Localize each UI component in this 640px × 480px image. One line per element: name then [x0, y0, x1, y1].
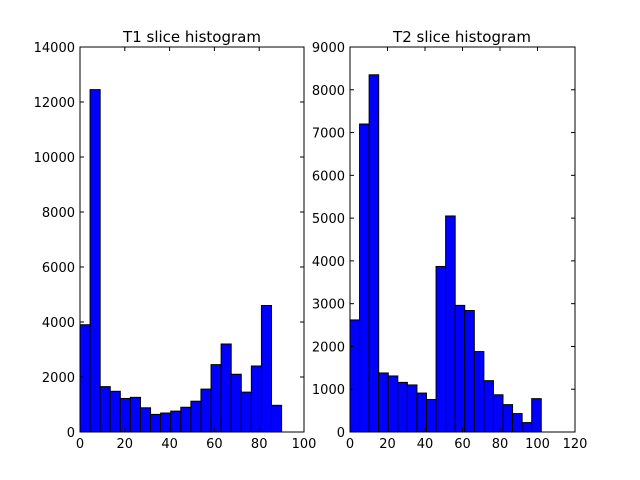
t1-bar-5 — [129, 396, 141, 433]
t1-axes-frame — [79, 46, 305, 433]
t2-xtick-label-6: 120 — [563, 437, 588, 452]
t2-bar-7 — [416, 392, 427, 433]
t1-chart-title: T1 slice histogram — [122, 28, 261, 46]
t2-ticks: 0 20 40 60 80 100 120 0 1000 2000 3000 4000 5000 6000… — [312, 41, 588, 452]
t1-histogram-panel: T1 slice histogram 0 20 40 60 80 100 0 2000 4000… — [34, 28, 317, 452]
t1-ytick-label-7: 14000 — [34, 41, 75, 56]
t2-bar-12 — [464, 310, 475, 433]
t1-ytick-label-1: 2000 — [42, 371, 75, 386]
t1-ticks: 0 20 40 60 80 100 0 2000 4000 6000 8000 10000 12000 1… — [34, 41, 317, 452]
t2-bar-17 — [512, 413, 523, 433]
t1-xtick-label-2: 40 — [161, 437, 178, 452]
t2-bar-14 — [483, 380, 494, 433]
t2-xtick-label-3: 60 — [454, 437, 471, 452]
t1-bar-4 — [119, 397, 131, 433]
t1-bar-13 — [210, 364, 222, 433]
t1-bar-3 — [109, 390, 121, 433]
t2-xtick-label-5: 100 — [525, 437, 550, 452]
t1-bar-16 — [240, 391, 252, 433]
t1-bar-10 — [180, 406, 192, 433]
t2-bar-13 — [473, 351, 485, 433]
t1-bar-18 — [260, 305, 273, 433]
t1-xtick-label-0: 0 — [76, 437, 84, 452]
t1-bar-11 — [190, 400, 202, 433]
t2-bar-19 — [531, 398, 542, 433]
t1-ytick-label-3: 6000 — [42, 261, 75, 276]
t2-xtick-label-0: 0 — [346, 437, 354, 452]
t1-ytick-label-6: 12000 — [34, 96, 75, 111]
t2-ytick-label-7: 7000 — [312, 127, 345, 142]
t1-xtick-label-4: 80 — [251, 437, 268, 452]
t1-bar-2 — [99, 386, 111, 433]
t2-ytick-label-4: 4000 — [312, 255, 345, 270]
t2-xtick-label-1: 20 — [379, 437, 396, 452]
t2-bar-1 — [359, 123, 370, 433]
t1-bar-6 — [139, 407, 152, 433]
t2-bar-6 — [406, 384, 418, 433]
t1-ytick-label-4: 8000 — [42, 206, 75, 221]
t2-bar-4 — [387, 375, 399, 433]
t2-chart-title: T2 slice histogram — [392, 28, 531, 46]
t2-axes-frame — [349, 46, 576, 433]
t2-xtick-label-4: 80 — [492, 437, 509, 452]
t1-bar-7 — [150, 413, 162, 433]
t2-xtick-label-2: 40 — [417, 437, 434, 452]
t1-ytick-label-2: 4000 — [42, 316, 75, 331]
t2-bars — [349, 74, 542, 433]
t2-ytick-label-9: 9000 — [312, 41, 345, 56]
t2-bar-10 — [445, 215, 456, 433]
t2-ytick-label-0: 0 — [337, 426, 345, 441]
t1-bar-12 — [200, 388, 212, 433]
t1-bar-9 — [170, 410, 182, 433]
t1-xtick-label-3: 60 — [206, 437, 223, 452]
t1-bar-19 — [271, 404, 283, 433]
t2-bar-16 — [502, 404, 514, 433]
t2-bar-3 — [378, 372, 389, 433]
t2-ytick-label-8: 8000 — [312, 84, 345, 99]
t2-bar-2 — [368, 74, 380, 433]
t1-bar-15 — [230, 373, 242, 433]
t1-xtick-label-5: 100 — [292, 437, 317, 452]
t2-ytick-label-5: 5000 — [312, 212, 345, 227]
t2-bar-8 — [426, 398, 437, 433]
t1-bar-0 — [79, 324, 91, 433]
t2-histogram-panel: T2 slice histogram 0 20 40 60 80 100 120 0 1000 2… — [312, 28, 588, 452]
t2-bar-18 — [521, 422, 533, 433]
t2-ytick-label-3: 3000 — [312, 298, 345, 313]
t2-ytick-label-1: 1000 — [312, 383, 345, 398]
t1-ytick-label-0: 0 — [67, 426, 75, 441]
t1-bar-17 — [250, 365, 262, 433]
t1-bar-1 — [89, 89, 101, 433]
t1-bar-14 — [220, 343, 232, 433]
t2-ytick-label-6: 6000 — [312, 169, 345, 184]
t2-ytick-label-2: 2000 — [312, 340, 345, 355]
t1-xtick-label-1: 20 — [117, 437, 134, 452]
t1-ytick-label-5: 10000 — [34, 151, 75, 166]
t2-bar-11 — [454, 304, 466, 433]
t2-bar-9 — [435, 265, 447, 433]
t2-bar-0 — [349, 319, 361, 433]
t2-bar-5 — [397, 381, 408, 433]
t2-bar-15 — [492, 394, 504, 433]
